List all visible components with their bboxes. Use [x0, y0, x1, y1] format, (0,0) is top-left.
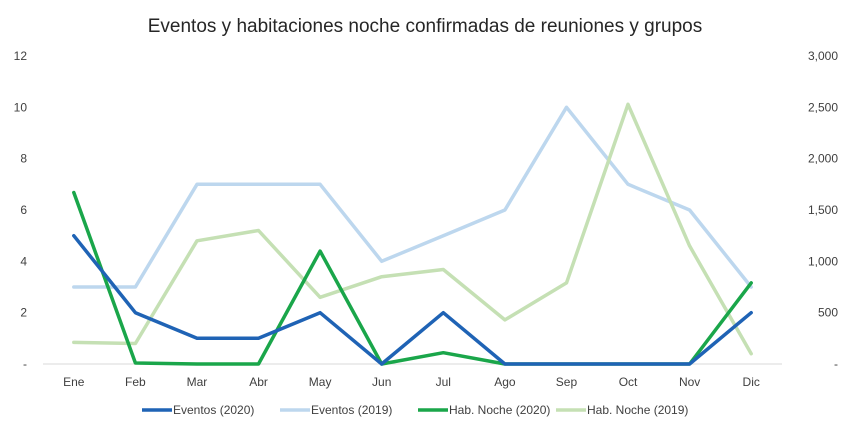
x-tick-label: Oct: [619, 375, 638, 389]
y-right-tick-label: -: [834, 357, 838, 371]
y-left-tick-label: 6: [20, 203, 27, 217]
legend-label: Eventos (2020): [173, 403, 254, 417]
x-tick-label: Jul: [436, 375, 451, 389]
right-axis: - 500 1,000 1,500 2,000 2,500 3,000: [808, 49, 838, 371]
legend-label: Hab. Noche (2019): [587, 403, 688, 417]
y-right-tick-label: 500: [818, 306, 838, 320]
y-left-tick-label: 4: [20, 254, 27, 268]
y-right-tick-label: 1,500: [808, 203, 838, 217]
x-tick-label: Ene: [63, 375, 85, 389]
legend-label: Eventos (2019): [311, 403, 392, 417]
left-axis: - 2 4 6 8 10 12: [14, 49, 28, 371]
x-tick-label: Sep: [556, 375, 578, 389]
chart-title: Eventos y habitaciones noche confirmadas…: [148, 16, 703, 37]
y-right-tick-label: 2,500: [808, 100, 838, 114]
x-tick-label: Mar: [187, 375, 208, 389]
y-right-tick-label: 2,000: [808, 152, 838, 166]
x-tick-label: Ago: [494, 375, 516, 389]
series-line: [72, 105, 753, 289]
y-left-tick-label: -: [23, 357, 27, 371]
y-left-tick-label: 10: [14, 100, 28, 114]
x-tick-label: Nov: [679, 375, 700, 389]
x-tick-label: Dic: [743, 375, 760, 389]
series-line: [72, 102, 753, 356]
x-axis: Ene Feb Mar Abr May Jun Jul Ago Sep Oct Nov Dic: [63, 375, 760, 389]
y-left-tick-label: 12: [14, 49, 28, 63]
x-tick-label: Feb: [125, 375, 146, 389]
x-tick-label: Abr: [249, 375, 268, 389]
series-line: [72, 233, 753, 366]
y-right-tick-label: 1,000: [808, 254, 838, 268]
y-left-tick-label: 8: [20, 152, 27, 166]
y-right-tick-label: 3,000: [808, 49, 838, 63]
legend: Eventos (2020) Eventos (2019) Hab. Noche (…: [142, 403, 688, 417]
x-tick-label: May: [309, 375, 332, 389]
y-left-tick-label: 2: [20, 306, 27, 320]
x-tick-label: Jun: [372, 375, 391, 389]
legend-label: Hab. Noche (2020): [449, 403, 550, 417]
series-layer: [72, 102, 753, 366]
